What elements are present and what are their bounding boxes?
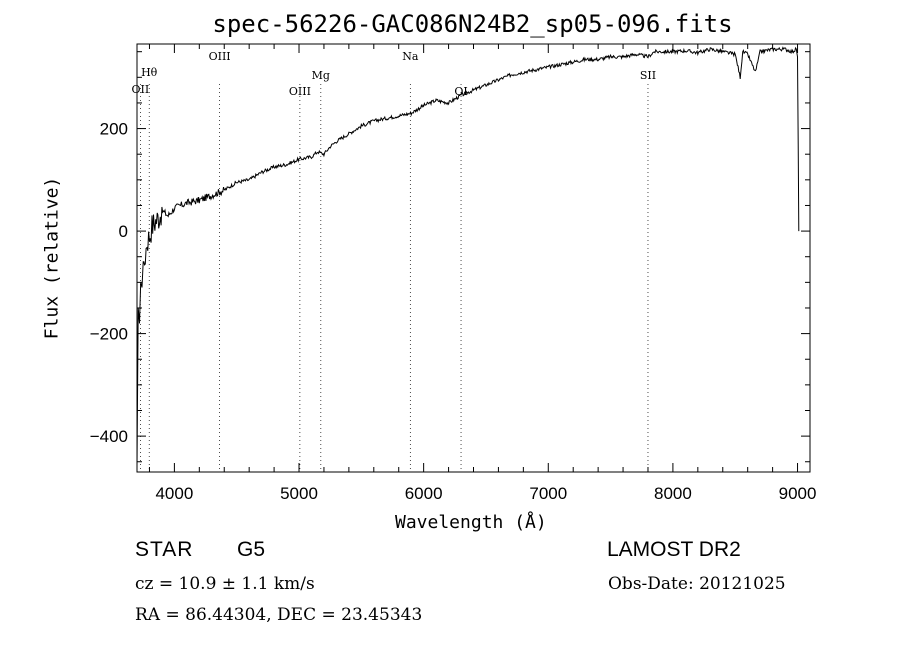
line-marker-label: OIII xyxy=(289,85,311,98)
line-marker-label: OIII xyxy=(209,50,231,63)
x-tick-label: 4000 xyxy=(155,484,193,503)
y-tick-label: 0 xyxy=(119,222,128,241)
line-marker-label: Na xyxy=(402,50,419,63)
x-tick-label: 9000 xyxy=(779,484,817,503)
plot-frame xyxy=(136,43,811,473)
x-tick-label: 8000 xyxy=(654,484,692,503)
x-axis-label: Wavelength (Å) xyxy=(395,512,547,533)
y-tick-label: −400 xyxy=(90,427,128,446)
line-marker-label: OII xyxy=(132,83,150,96)
x-tick-label: 7000 xyxy=(529,484,567,503)
spectrum-line xyxy=(136,46,800,467)
y-tick-label: −200 xyxy=(90,325,128,344)
coordinates-text: RA = 86.44304, DEC = 23.45343 xyxy=(135,605,423,625)
object-class: STAR xyxy=(135,538,194,561)
y-tick-label: 200 xyxy=(100,120,128,139)
line-marker-label: SII xyxy=(640,69,656,82)
redshift-text: cz = 10.9 ± 1.1 km/s xyxy=(135,574,315,594)
x-tick-label: 6000 xyxy=(405,484,443,503)
object-subclass: G5 xyxy=(237,538,266,561)
x-tick-label: 5000 xyxy=(280,484,318,503)
obs-date: Obs-Date: 20121025 xyxy=(608,574,786,594)
line-marker-label: Mg xyxy=(312,69,330,82)
chart-title: spec-56226-GAC086N24B2_sp05-096.fits xyxy=(212,10,733,38)
y-axis-label: Flux (relative) xyxy=(41,176,63,340)
survey-name: LAMOST DR2 xyxy=(607,538,741,561)
line-marker-label: Hθ xyxy=(141,66,158,79)
